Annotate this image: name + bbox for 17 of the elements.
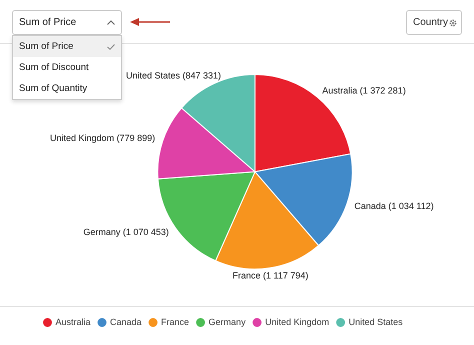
data-label: France (1 117 794) <box>232 270 308 280</box>
data-label: Australia (1 372 281) <box>322 85 406 96</box>
legend-label: Germany <box>208 316 246 327</box>
text: Country <box>413 17 448 28</box>
text: Sum of Price <box>19 17 76 28</box>
data-label: Canada (1 034 112) <box>354 201 434 212</box>
data-label: United States (847 331) <box>126 70 222 80</box>
data-label: Germany (1 070 453) <box>83 226 169 237</box>
text: Sum of Quantity <box>18 82 88 96</box>
legend-label: United States <box>348 316 404 327</box>
legend-label: France <box>161 316 190 327</box>
legend-label: United Kingdom <box>265 316 330 327</box>
legend-label: Australia <box>56 316 91 327</box>
data-label: United Kingdom (779 899) <box>50 133 156 144</box>
text: Sum of Discount <box>18 61 90 75</box>
text: Sum of Price <box>13 36 121 57</box>
legend-label: Canada <box>110 316 142 327</box>
